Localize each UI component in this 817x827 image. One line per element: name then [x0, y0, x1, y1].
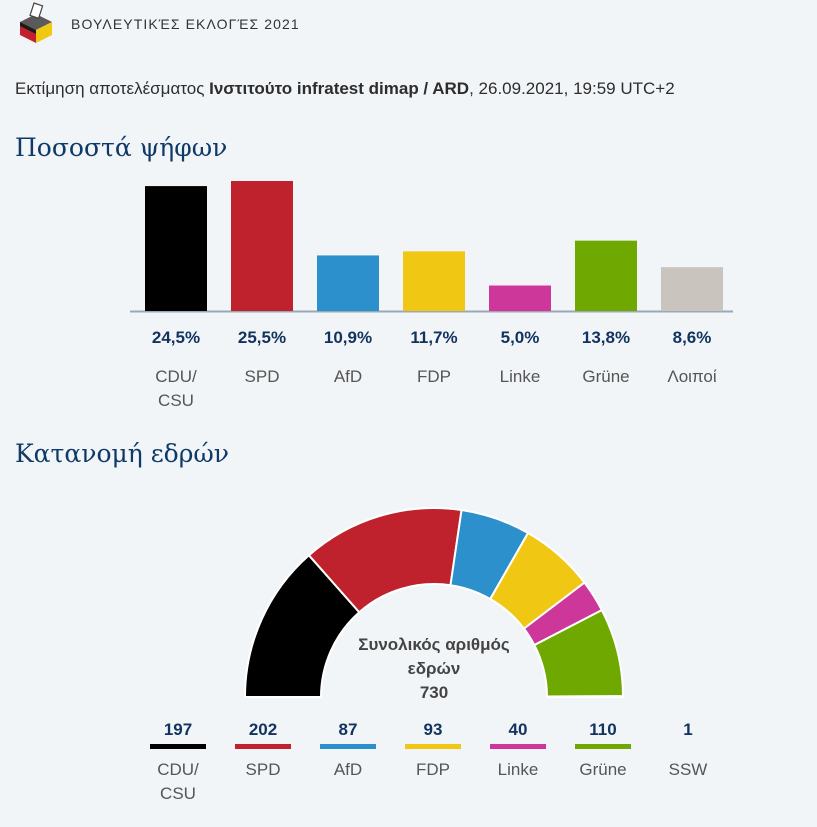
subtitle-source: Ινστιτούτο infratest dimap / ARD	[209, 79, 470, 98]
result-source-line: Εκτίμηση αποτελέσματος Ινστιτούτο infrat…	[15, 79, 675, 99]
subtitle-prefix: Εκτίμηση αποτελέσματος	[15, 79, 210, 98]
party-label: CDU/	[155, 367, 197, 386]
vote-value-label: 11,7%	[410, 328, 457, 347]
ballot-box-germany-flag-icon	[20, 2, 52, 43]
party-label: FDP	[417, 367, 451, 386]
party-label: CSU	[158, 391, 194, 410]
vote-share-title: Ποσοστά ψήφων	[15, 133, 228, 162]
party-label: AfD	[334, 367, 362, 386]
party-label: SPD	[245, 367, 280, 386]
legend-swatch	[490, 744, 546, 749]
party-label: Linke	[500, 367, 541, 386]
vote-value-label: 13,8%	[582, 328, 630, 347]
vote-value-label: 25,5%	[238, 328, 286, 347]
vote-bar	[403, 251, 465, 311]
app-title: ΒΟΥΛΕΥΤΙΚΈΣ ΕΚΛΟΓΈΣ 2021	[71, 16, 300, 32]
seat-party-label: CSU	[160, 784, 196, 803]
seat-party-label: SPD	[246, 760, 281, 779]
vote-value-label: 24,5%	[152, 328, 200, 347]
seat-count-label: 1	[683, 720, 692, 739]
seat-party-label: FDP	[416, 760, 450, 779]
vote-value-label: 10,9%	[324, 328, 372, 347]
seat-count-label: 40	[509, 720, 528, 739]
seat-count-label: 93	[424, 720, 443, 739]
vote-bar	[575, 240, 637, 311]
seat-party-label: AfD	[334, 760, 362, 779]
seat-party-label: CDU/	[157, 760, 199, 779]
seat-count-label: 87	[339, 720, 358, 739]
vote-value-label: 5,0%	[501, 328, 540, 347]
legend-swatch	[150, 744, 206, 749]
header-bar: ΒΟΥΛΕΥΤΙΚΈΣ ΕΚΛΟΓΈΣ 2021	[18, 2, 808, 46]
seat-total-label: 730	[420, 683, 448, 702]
legend-swatch	[320, 744, 376, 749]
subtitle-suffix: , 26.09.2021, 19:59 UTC+2	[469, 79, 675, 98]
seat-count-label: 197	[164, 720, 192, 739]
legend-swatch	[235, 744, 291, 749]
vote-bar	[661, 267, 723, 311]
seat-party-label: SSW	[669, 760, 708, 779]
seat-total-label: εδρών	[408, 659, 461, 678]
seat-count-label: 110	[589, 720, 616, 739]
seat-total-label: Συνολικός αριθμός	[358, 635, 510, 654]
party-label: Grüne	[582, 367, 629, 386]
vote-value-label: 8,6%	[673, 328, 712, 347]
seat-segment	[545, 695, 625, 698]
seat-party-label: Linke	[498, 760, 539, 779]
vote-bar	[317, 255, 379, 311]
legend-swatch	[575, 744, 631, 749]
party-label: Λοιποί	[667, 367, 717, 386]
vote-bar	[231, 181, 293, 311]
seat-party-label: Grüne	[579, 760, 626, 779]
seat-distribution-title: Κατανομή εδρών	[15, 439, 229, 468]
seat-count-label: 202	[249, 720, 277, 739]
vote-bar	[145, 186, 207, 311]
legend-swatch	[405, 744, 461, 749]
vote-bar	[489, 285, 551, 311]
